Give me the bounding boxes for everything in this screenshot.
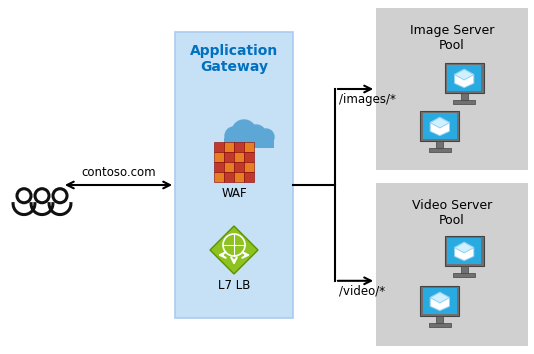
Polygon shape [430,117,450,128]
FancyBboxPatch shape [224,162,234,172]
FancyBboxPatch shape [429,148,451,152]
FancyBboxPatch shape [175,32,293,318]
Polygon shape [454,69,474,80]
FancyBboxPatch shape [214,162,224,172]
FancyBboxPatch shape [436,141,443,148]
FancyBboxPatch shape [447,238,481,264]
Text: Video Server
Pool: Video Server Pool [412,199,492,227]
Polygon shape [430,117,450,136]
Polygon shape [210,226,258,274]
FancyBboxPatch shape [224,152,234,162]
Polygon shape [430,292,450,303]
FancyBboxPatch shape [461,266,468,273]
Text: Application
Gateway: Application Gateway [190,44,278,74]
FancyBboxPatch shape [447,65,481,91]
FancyBboxPatch shape [244,152,254,162]
FancyBboxPatch shape [234,142,244,152]
Text: Image Server
Pool: Image Server Pool [410,24,494,52]
FancyBboxPatch shape [224,172,234,182]
Polygon shape [430,292,450,311]
Polygon shape [454,242,474,261]
FancyBboxPatch shape [214,152,224,162]
Text: WAF: WAF [221,187,247,200]
FancyBboxPatch shape [445,63,484,93]
Circle shape [232,120,256,144]
Text: contoso.com: contoso.com [81,166,156,179]
FancyBboxPatch shape [376,183,528,346]
FancyBboxPatch shape [244,162,254,172]
Circle shape [246,125,266,145]
Polygon shape [454,69,474,88]
Text: /video/*: /video/* [339,285,385,298]
FancyBboxPatch shape [244,142,254,152]
FancyBboxPatch shape [445,236,484,266]
FancyBboxPatch shape [453,273,475,277]
Text: L7 LB: L7 LB [218,279,250,292]
FancyBboxPatch shape [429,323,451,327]
Circle shape [258,129,274,145]
Polygon shape [454,242,474,253]
FancyBboxPatch shape [420,286,459,316]
FancyBboxPatch shape [224,142,234,152]
FancyBboxPatch shape [234,162,244,172]
FancyBboxPatch shape [376,8,528,170]
FancyBboxPatch shape [420,111,459,141]
Text: /images/*: /images/* [339,93,396,106]
Polygon shape [224,138,274,148]
FancyBboxPatch shape [214,172,224,182]
FancyBboxPatch shape [244,172,254,182]
FancyBboxPatch shape [436,316,443,323]
FancyBboxPatch shape [234,172,244,182]
FancyBboxPatch shape [214,142,224,152]
Circle shape [225,127,243,145]
FancyBboxPatch shape [234,152,244,162]
FancyBboxPatch shape [453,100,475,104]
FancyBboxPatch shape [423,113,457,139]
FancyBboxPatch shape [423,288,457,314]
FancyBboxPatch shape [461,93,468,100]
